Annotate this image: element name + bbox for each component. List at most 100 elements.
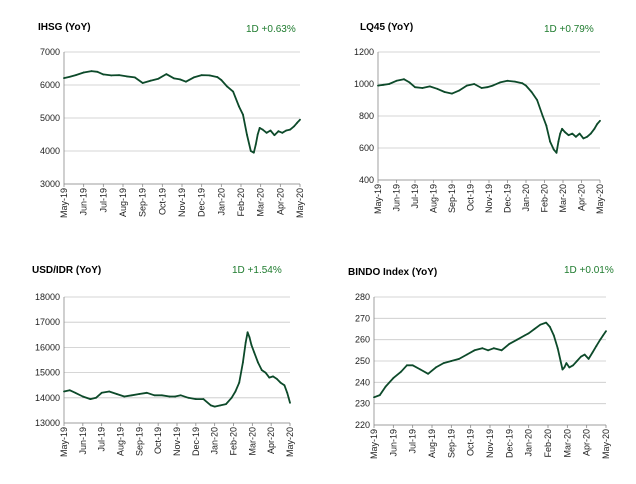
- data-point: [411, 364, 414, 367]
- data-point: [579, 355, 582, 358]
- data-point: [378, 394, 381, 397]
- data-point: [563, 131, 566, 133]
- data-point: [414, 86, 416, 89]
- data-point: [436, 87, 439, 90]
- data-point: [388, 83, 390, 85]
- y-tick-label: 4000: [40, 146, 60, 156]
- data-point: [225, 403, 227, 405]
- daily-change-label: 1D +0.63%: [246, 24, 296, 35]
- data-point: [458, 357, 460, 360]
- chart-title: IHSG (YoY): [38, 22, 91, 33]
- x-tick-label: May-20: [295, 188, 305, 218]
- x-tick-label: Sep-19: [138, 188, 148, 217]
- y-tick-label: 18000: [35, 292, 60, 302]
- x-tick-label: Nov-19: [172, 427, 182, 456]
- x-tick-label: Aug-19: [116, 427, 126, 456]
- data-point: [275, 378, 278, 380]
- x-tick-label: Jul-19: [410, 184, 420, 209]
- y-tick-label: 600: [359, 143, 374, 153]
- data-point: [593, 127, 596, 130]
- data-point: [419, 368, 422, 371]
- data-point: [89, 398, 92, 400]
- series-line: [63, 70, 301, 154]
- data-point: [281, 131, 284, 134]
- data-point: [123, 395, 126, 398]
- data-point: [118, 74, 120, 76]
- x-tick-label: Jul-19: [97, 427, 107, 452]
- data-point: [242, 113, 244, 116]
- x-tick-label: Dec-19: [504, 429, 514, 458]
- x-tick-label: Dec-19: [197, 188, 207, 217]
- data-point: [557, 140, 560, 143]
- data-point: [428, 85, 431, 88]
- data-point: [232, 90, 235, 93]
- data-point: [481, 347, 484, 350]
- data-point: [589, 132, 592, 135]
- y-tick-label: 800: [359, 111, 374, 121]
- data-point: [591, 351, 594, 354]
- y-tick-label: 230: [355, 399, 370, 409]
- data-point: [582, 137, 585, 140]
- data-point: [285, 129, 288, 132]
- data-point: [567, 134, 570, 137]
- x-tick-label: Jun-19: [79, 188, 89, 216]
- data-point: [256, 133, 259, 136]
- data-point: [583, 353, 586, 356]
- daily-change-label: 1D +0.01%: [564, 265, 614, 276]
- data-point: [213, 405, 216, 408]
- x-tick-label: Jan-20: [210, 427, 220, 455]
- x-tick-label: Aug-19: [429, 184, 439, 213]
- x-tick-label: May-20: [285, 427, 295, 457]
- data-point: [68, 389, 71, 392]
- data-point: [133, 76, 136, 79]
- data-point: [219, 404, 222, 407]
- data-point: [74, 391, 77, 394]
- data-point: [174, 395, 177, 398]
- data-point: [138, 393, 141, 395]
- data-point: [226, 85, 229, 88]
- daily-change-label: 1D +1.54%: [232, 265, 282, 276]
- data-point: [279, 381, 282, 384]
- data-point: [289, 128, 292, 131]
- data-point: [130, 394, 133, 397]
- x-tick-label: Jul-19: [98, 188, 108, 213]
- data-point: [179, 78, 181, 81]
- data-point: [568, 366, 571, 369]
- x-tick-label: May-19: [59, 188, 69, 218]
- data-point: [296, 122, 298, 124]
- data-point: [563, 366, 566, 369]
- x-tick-label: Jan-20: [216, 188, 226, 216]
- data-point: [269, 129, 272, 132]
- data-point: [556, 347, 559, 350]
- data-point: [442, 362, 445, 365]
- y-tick-label: 250: [355, 356, 370, 366]
- data-point: [289, 401, 291, 404]
- data-point: [185, 80, 187, 83]
- data-point: [63, 77, 65, 79]
- y-tick-label: 400: [359, 175, 374, 185]
- ihsg-chart: 3000 4000 5000 6000 7000 May-19 Jun-19 Jul-19 Au…: [40, 47, 305, 218]
- data-point: [96, 70, 99, 73]
- data-point: [283, 384, 286, 387]
- data-point: [115, 393, 118, 395]
- data-point: [254, 143, 257, 146]
- data-point: [552, 334, 555, 337]
- y-tick-label: 7000: [40, 47, 60, 57]
- data-point: [395, 79, 398, 82]
- data-point: [549, 325, 551, 328]
- data-point: [595, 345, 598, 347]
- data-point: [260, 369, 263, 371]
- y-tick-label: 17000: [35, 317, 60, 327]
- data-point: [244, 341, 247, 344]
- y-tick-label: 13000: [35, 418, 60, 428]
- data-point: [561, 127, 563, 130]
- data-point: [220, 79, 223, 81]
- data-point: [473, 83, 476, 85]
- data-point: [559, 360, 562, 362]
- x-tick-label: May-19: [373, 184, 383, 214]
- x-tick-label: Feb-20: [540, 184, 550, 213]
- x-tick-label: Jun-19: [388, 429, 398, 457]
- usdidr-chart-panel: USD/IDR (YoY) 1D +1.54% 13000 14000 15000 1…: [0, 242, 318, 484]
- y-tick-label: 15000: [35, 368, 60, 378]
- x-tick-label: Jun-19: [392, 184, 402, 212]
